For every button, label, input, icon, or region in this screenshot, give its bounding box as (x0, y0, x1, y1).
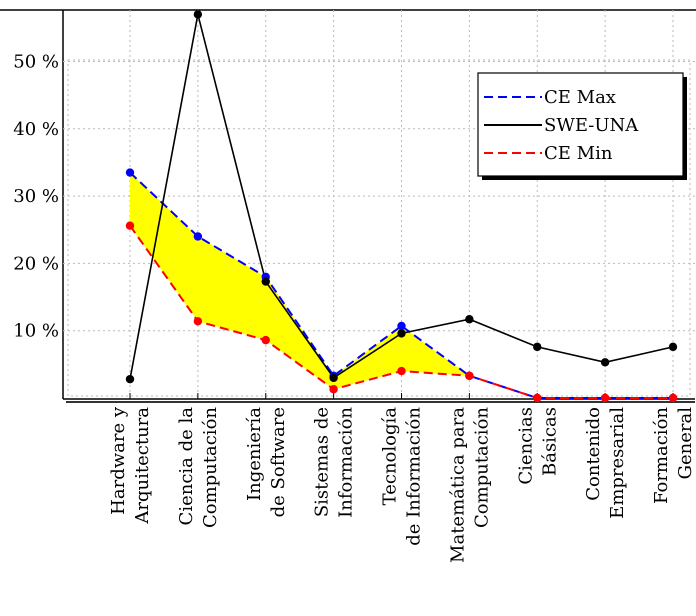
point-swe-una-3 (329, 373, 338, 383)
y-tick-label-50: 50 % (13, 52, 59, 73)
point-swe-una-4 (397, 329, 406, 338)
category-label-line: Hardware y (108, 406, 129, 515)
category-label-line: Empresarial (607, 407, 628, 519)
category-label-line: Computación (471, 407, 492, 528)
point-ce-min-3 (329, 385, 338, 394)
point-ce-min-1 (193, 317, 203, 326)
y-tick-label-10: 10 % (13, 321, 59, 342)
category-label-0: Hardware y Arquitectura (108, 406, 153, 524)
category-label-line: Contenido (583, 407, 604, 501)
legend-label-swe-una: SWE-UNA (544, 115, 639, 136)
point-ce-max-1 (193, 232, 203, 241)
category-label-line: de Información (404, 407, 425, 546)
point-swe-una-0 (125, 374, 135, 384)
point-swe-una-6 (533, 342, 542, 352)
y-tick-label-30: 30 % (13, 186, 59, 207)
y-tick-label-20: 20 % (13, 253, 59, 274)
category-label-line: General (675, 407, 696, 480)
point-ce-min-0 (125, 221, 135, 230)
legend-label-ce-max: CE Max (544, 87, 616, 108)
category-label-line: Ciencia de la (176, 407, 197, 526)
category-label-2: Ingeniería de Software (244, 407, 289, 518)
plot-area: 10 % 20 % 30 % 40 % 50 % Hardware y Arquitectu… (0, 9, 696, 563)
point-swe-una-5 (465, 315, 474, 324)
point-ce-min-2 (261, 335, 270, 345)
point-swe-una-2 (261, 277, 270, 286)
category-label-line: Matemática para (447, 407, 468, 563)
point-ce-min-5 (465, 371, 474, 380)
category-label-line: Ingeniería (244, 407, 265, 501)
category-label-line: Información (336, 407, 357, 518)
category-label-line: de Software (268, 407, 289, 517)
point-swe-una-8 (668, 342, 678, 352)
point-ce-min-4 (397, 366, 406, 376)
point-ce-min-6 (533, 393, 542, 403)
y-tick-label-40: 40 % (13, 119, 59, 140)
point-swe-una-7 (600, 358, 610, 367)
category-label-line: Básicas (539, 407, 560, 476)
category-label-line: Tecnología (380, 407, 401, 506)
category-label-7: Contenido Empresarial (583, 407, 628, 519)
legend-label-ce-min: CE Min (544, 143, 613, 164)
point-ce-min-8 (668, 393, 678, 403)
category-label-5: Matemática para Computación (447, 407, 492, 563)
point-ce-min-7 (600, 393, 610, 403)
plot-frame (67, 59, 691, 397)
category-label-1: Ciencia de la Computación (176, 407, 221, 528)
category-label-6: Ciencias Básicas (515, 407, 560, 485)
category-label-line: Computación (200, 407, 221, 528)
category-label-8: Formación General (651, 407, 696, 504)
category-label-line: Sistemas de (312, 407, 333, 517)
category-label-3: Sistemas de Información (312, 407, 357, 518)
fill-between-area (130, 172, 673, 398)
point-ce-max-0 (125, 168, 135, 177)
category-label-4: Tecnología de Información (380, 407, 425, 546)
legend: CE Max SWE-UNA CE Min (477, 72, 687, 180)
category-label-line: Arquitectura (132, 407, 153, 525)
point-swe-una-1 (193, 10, 203, 19)
category-label-line: Ciencias (515, 407, 536, 485)
category-label-line: Formación (651, 407, 672, 504)
point-ce-max-4 (397, 321, 406, 331)
